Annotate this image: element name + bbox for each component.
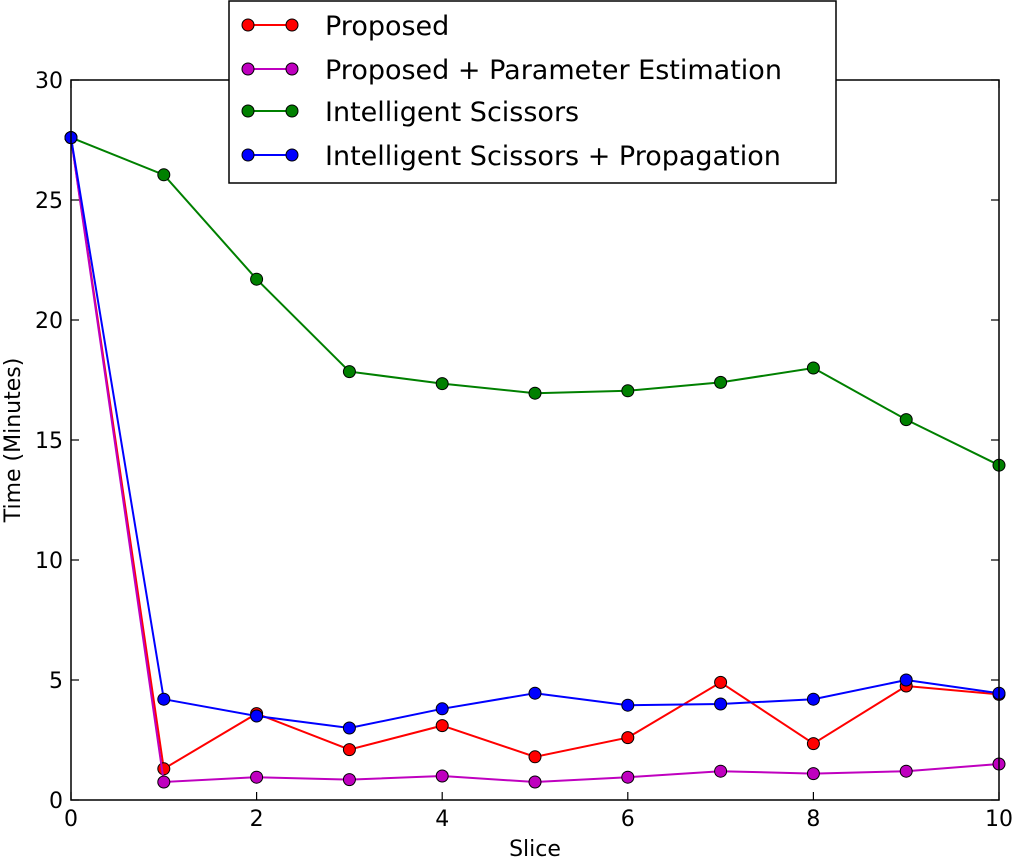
series-line <box>70 137 1000 784</box>
ticks-layer: 0 2 4 6 8 10 0 5 10 15 20 25 30 <box>35 69 1013 832</box>
data-point <box>342 721 356 735</box>
x-tick-label: 0 <box>64 807 78 832</box>
data-point <box>621 731 635 745</box>
data-point <box>157 762 171 776</box>
y-tick-label: 5 <box>49 669 63 694</box>
data-point <box>899 764 913 778</box>
series-0 <box>64 131 1006 776</box>
x-tick-label: 6 <box>621 807 635 832</box>
y-tick-label: 20 <box>35 309 63 334</box>
legend-marker <box>241 148 255 162</box>
data-point <box>342 365 356 379</box>
legend: Proposed Proposed + Parameter Estimation I… <box>228 0 837 184</box>
series-line <box>70 137 1000 771</box>
data-point <box>435 702 449 716</box>
data-point <box>714 675 728 689</box>
x-tick-label: 4 <box>435 807 449 832</box>
legend-marker <box>285 18 299 32</box>
x-tick-label: 10 <box>985 807 1013 832</box>
data-point <box>621 698 635 712</box>
data-point <box>528 686 542 700</box>
x-axis-label: Slice <box>509 837 561 858</box>
x-tick-label: 2 <box>250 807 264 832</box>
data-point <box>528 386 542 400</box>
legend-box <box>228 0 837 184</box>
data-point <box>806 692 820 706</box>
data-point <box>714 375 728 389</box>
data-point <box>342 773 356 787</box>
series-layer <box>64 131 1006 789</box>
legend-marker <box>241 104 255 118</box>
data-point <box>157 692 171 706</box>
data-point <box>714 697 728 711</box>
legend-marker <box>285 104 299 118</box>
data-point <box>806 767 820 781</box>
data-point <box>806 361 820 375</box>
y-axis-label: Time (Minutes) <box>1 358 26 524</box>
legend-label: Intelligent Scissors <box>325 97 579 128</box>
data-point <box>250 709 264 723</box>
series-2 <box>64 131 1006 472</box>
legend-marker <box>285 62 299 76</box>
data-point <box>157 775 171 789</box>
data-point <box>435 719 449 733</box>
series-line <box>70 136 1000 467</box>
legend-label: Proposed <box>325 11 449 42</box>
data-point <box>250 770 264 784</box>
data-point <box>157 168 171 182</box>
data-point <box>621 770 635 784</box>
data-point <box>435 377 449 391</box>
data-point <box>250 272 264 286</box>
data-point <box>899 413 913 427</box>
legend-label: Intelligent Scissors + Propagation <box>325 141 781 172</box>
data-point <box>899 673 913 687</box>
legend-marker <box>241 18 255 32</box>
y-tick-label: 10 <box>35 549 63 574</box>
legend-marker <box>241 62 255 76</box>
data-point <box>621 384 635 398</box>
y-tick-label: 0 <box>49 789 63 814</box>
legend-marker <box>285 148 299 162</box>
y-tick-label: 25 <box>35 189 63 214</box>
y-tick-label: 15 <box>35 429 63 454</box>
x-tick-label: 8 <box>806 807 820 832</box>
data-point <box>435 769 449 783</box>
data-point <box>528 775 542 789</box>
legend-label: Proposed + Parameter Estimation <box>325 55 782 86</box>
y-tick-label: 30 <box>35 69 63 94</box>
data-point <box>528 750 542 764</box>
data-point <box>714 764 728 778</box>
data-point <box>342 743 356 757</box>
data-point <box>806 737 820 751</box>
